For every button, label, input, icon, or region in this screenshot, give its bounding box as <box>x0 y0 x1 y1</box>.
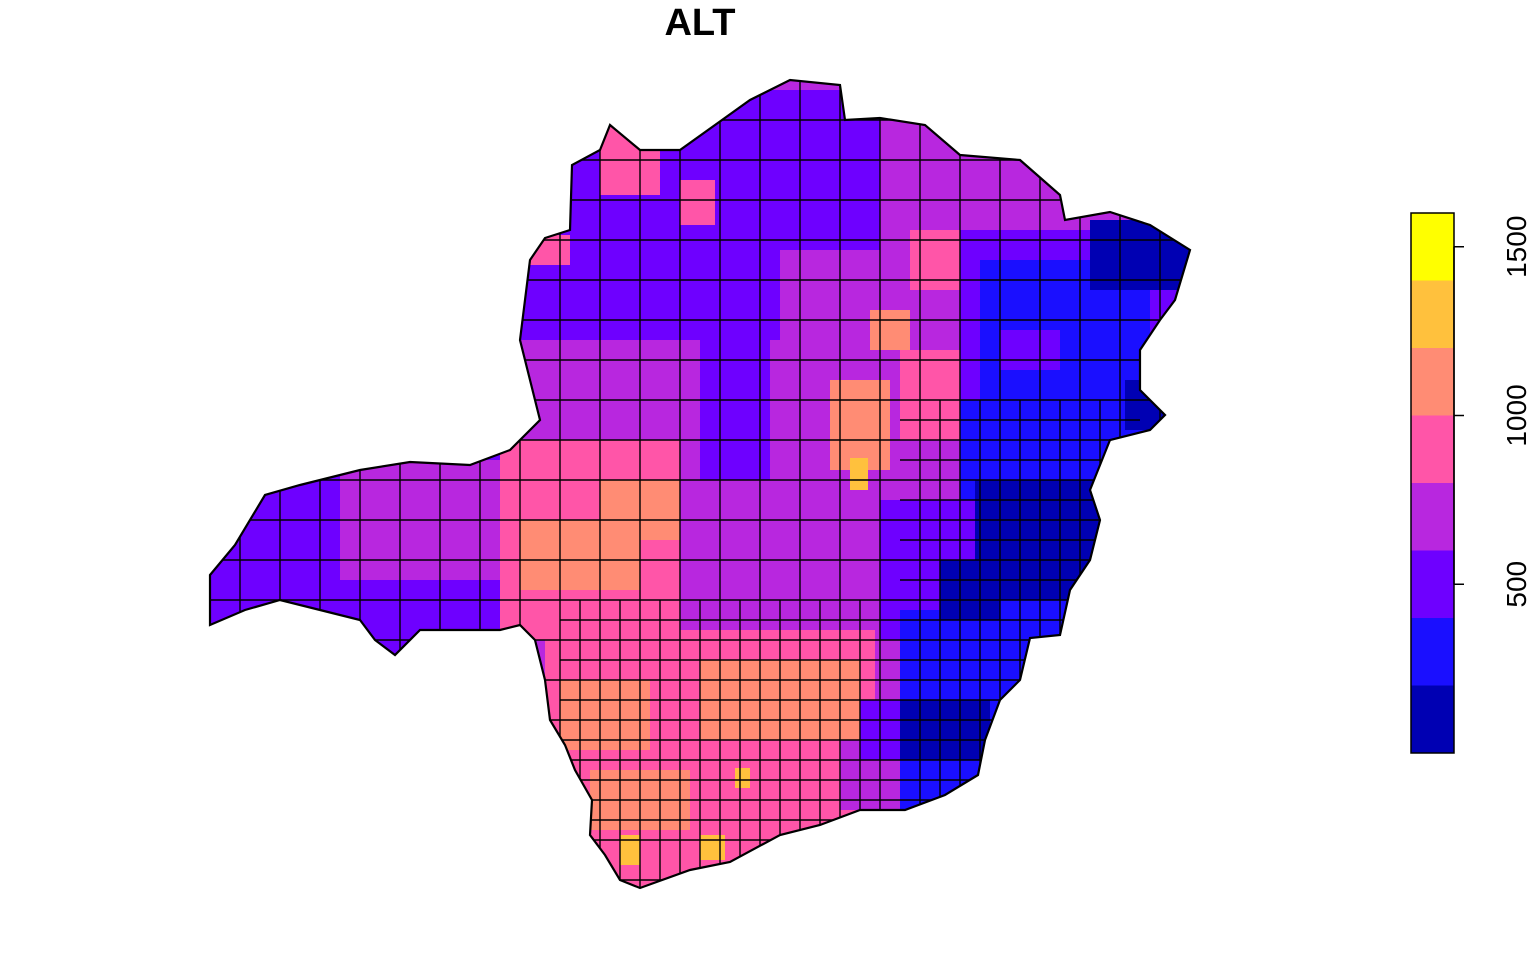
state-outline <box>208 78 1192 890</box>
legend-tick-label: 1500 <box>1501 216 1532 278</box>
municipality-boundaries <box>210 80 1190 888</box>
legend-swatch <box>1411 618 1454 686</box>
legend-swatch <box>1411 213 1454 281</box>
legend-swatch <box>1411 685 1454 753</box>
legend-tick-label: 500 <box>1501 561 1532 608</box>
legend-swatch <box>1411 280 1454 348</box>
legend-swatch <box>1411 415 1454 483</box>
map-title: ALT <box>664 2 736 44</box>
legend-colorbar: 500 1000 1500 <box>1410 212 1532 754</box>
legend-swatch <box>1411 483 1454 551</box>
legend-swatch <box>1411 550 1454 618</box>
legend-swatch <box>1411 348 1454 416</box>
legend-tick-label: 1000 <box>1501 384 1532 446</box>
